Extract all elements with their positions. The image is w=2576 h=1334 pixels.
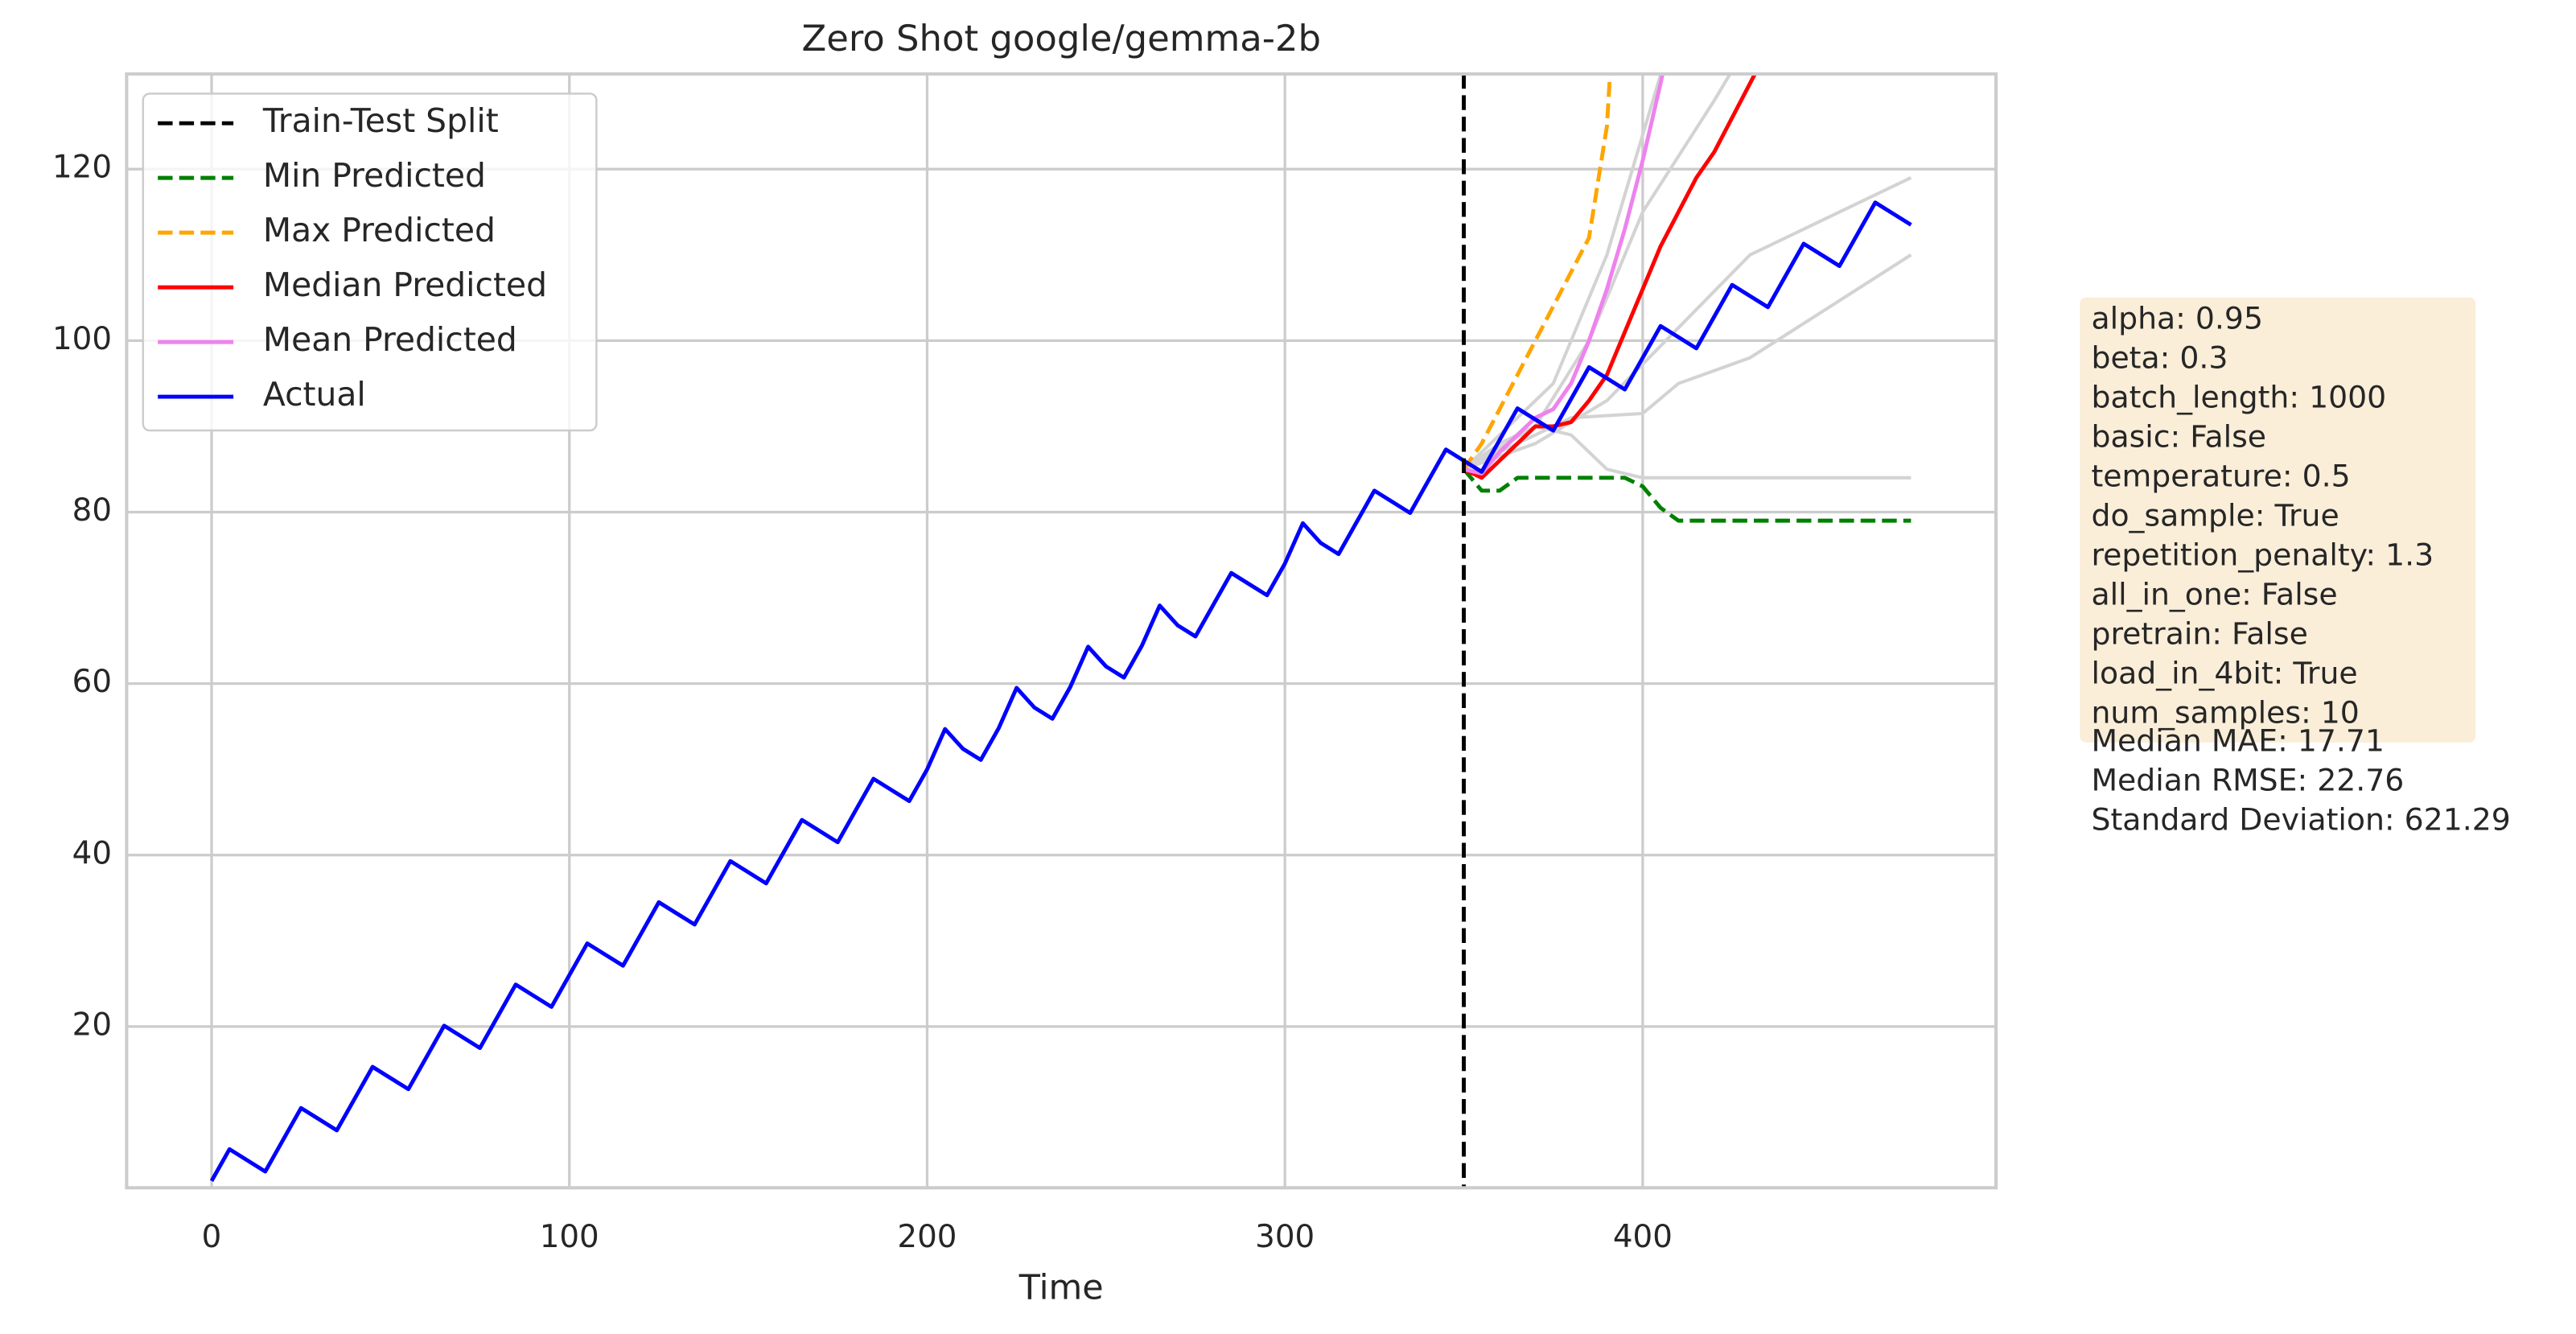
- x-tick-label: 400: [1613, 1219, 1673, 1255]
- legend-label: Max Predicted: [263, 211, 496, 249]
- x-axis-label: Time: [1018, 1267, 1104, 1307]
- metric-line: Median RMSE: 22.76: [2091, 762, 2404, 797]
- sample-line: [1463, 175, 1912, 471]
- param-line: load_in_4bit: True: [2091, 656, 2357, 691]
- y-tick-label: 100: [52, 321, 112, 357]
- y-tick-label: 80: [72, 492, 112, 529]
- param-line: temperature: 0.5: [2091, 459, 2350, 494]
- param-line: repetition_penalty: 1.3: [2091, 537, 2434, 573]
- legend-label: Mean Predicted: [263, 320, 517, 359]
- param-line: basic: False: [2091, 419, 2266, 455]
- y-tick-label: 40: [72, 835, 112, 871]
- x-tick-label: 300: [1255, 1219, 1315, 1255]
- chart-title: Zero Shot google/gemma-2b: [801, 17, 1321, 60]
- y-tick-label: 120: [52, 150, 112, 186]
- x-tick-label: 0: [202, 1219, 222, 1255]
- param-line: beta: 0.3: [2091, 340, 2228, 376]
- legend-label: Actual: [263, 375, 366, 414]
- series-line: [1463, 73, 1758, 480]
- plot-area: [209, 73, 1912, 1188]
- param-line: pretrain: False: [2091, 616, 2307, 652]
- param-line: batch_length: 1000: [2091, 380, 2386, 415]
- x-tick-label: 200: [897, 1219, 957, 1255]
- param-line: num_samples: 10: [2091, 695, 2359, 731]
- legend-label: Min Predicted: [263, 156, 486, 195]
- series-line: [209, 200, 1912, 1182]
- metric-line: Median MAE: 17.71: [2091, 723, 2385, 758]
- axes-frame: [125, 72, 1998, 1190]
- legend: Train-Test Split Min Predicted Max Predict…: [142, 93, 598, 432]
- params-box: [2080, 297, 2476, 743]
- metric-line: Standard Deviation: 621.29: [2091, 801, 2510, 837]
- y-tick-label: 60: [72, 664, 112, 700]
- grid: 0 100 200 300 400 20 40 60 80 100 120: [52, 73, 1997, 1255]
- series-line: [1462, 73, 1612, 471]
- x-tick-label: 100: [540, 1219, 599, 1255]
- series-line: [1462, 467, 1911, 523]
- param-line: alpha: 0.95: [2091, 301, 2263, 336]
- params-text: alpha: 0.95 beta: 0.3 batch_length: 1000 ba…: [2091, 301, 2510, 838]
- legend-label: Train-Test Split: [262, 101, 499, 140]
- param-line: all_in_one: False: [2091, 577, 2337, 612]
- legend-box: [142, 93, 598, 432]
- legend-label: Median Predicted: [263, 266, 547, 304]
- param-line: do_sample: True: [2091, 498, 2339, 533]
- series-line: [1463, 73, 1665, 476]
- sample-line: [1463, 73, 1732, 471]
- y-tick-label: 20: [72, 1007, 112, 1043]
